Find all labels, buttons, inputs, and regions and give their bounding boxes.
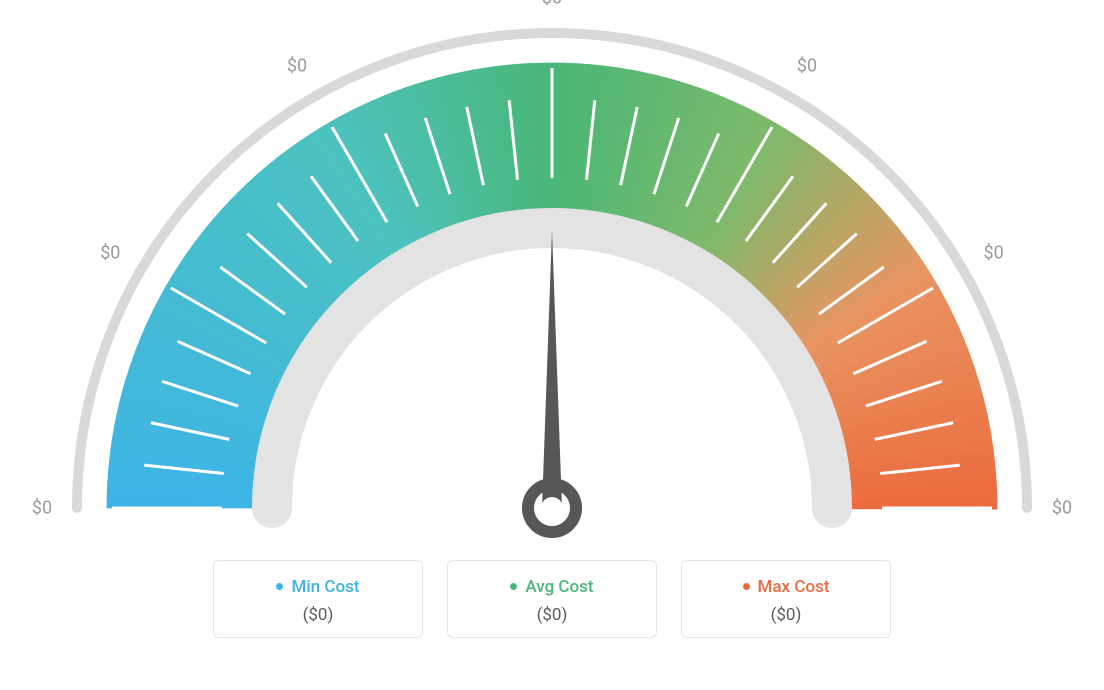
gauge-tick-label: $0 [32,498,52,519]
legend-card-min: Min Cost ($0) [213,560,423,638]
gauge-tick-label: $0 [542,0,562,9]
gauge-tick-label: $0 [984,243,1004,264]
legend-dot-min [276,583,283,590]
legend-label-max: Max Cost [758,577,830,597]
legend-title-min: Min Cost [276,577,359,597]
gauge-tick-label: $0 [797,56,817,77]
legend-title-avg: Avg Cost [510,577,593,597]
legend-dot-avg [510,583,517,590]
gauge-tick-label: $0 [100,243,120,264]
legend-label-avg: Avg Cost [525,577,593,597]
legend-card-max: Max Cost ($0) [681,560,891,638]
legend-title-max: Max Cost [743,577,830,597]
gauge-chart: $0$0$0$0$0$0$0 [42,8,1062,548]
legend-value-max: ($0) [682,605,890,625]
legend-row: Min Cost ($0) Avg Cost ($0) Max Cost ($0… [42,560,1062,638]
legend-dot-max [743,583,750,590]
legend-label-min: Min Cost [291,577,359,597]
gauge-tick-label: $0 [287,56,307,77]
legend-value-min: ($0) [214,605,422,625]
gauge-svg [42,8,1062,548]
legend-value-avg: ($0) [448,605,656,625]
legend-card-avg: Avg Cost ($0) [447,560,657,638]
gauge-tick-label: $0 [1052,498,1072,519]
